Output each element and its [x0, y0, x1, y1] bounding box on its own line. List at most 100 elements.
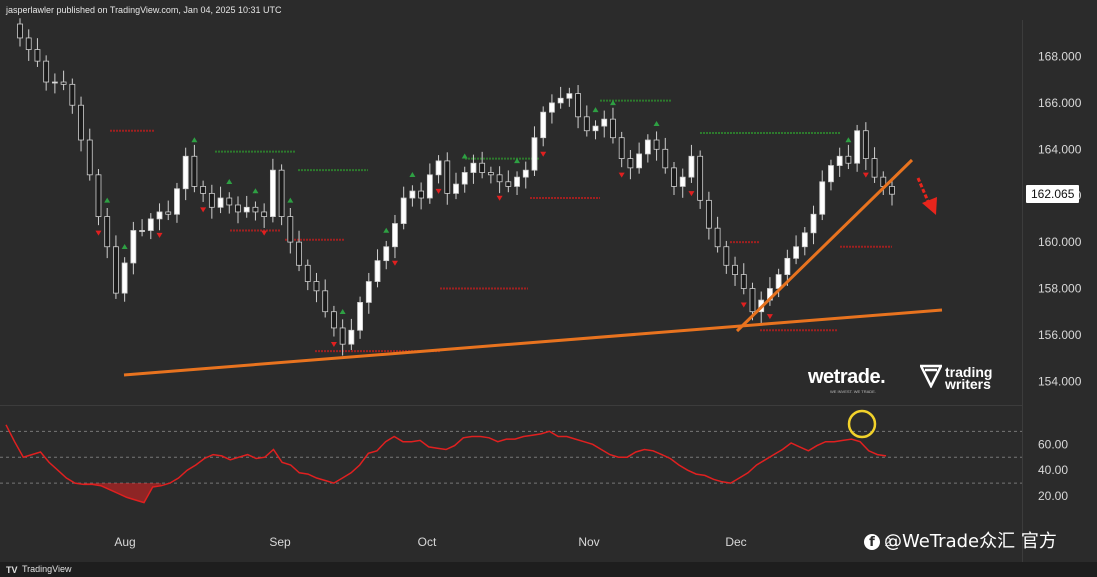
fractal-down-marker	[435, 188, 442, 194]
candle-up	[679, 176, 686, 187]
candle-down	[252, 206, 259, 213]
candle-down	[191, 155, 198, 187]
candle-down	[862, 130, 869, 159]
candle-down	[331, 311, 337, 329]
oscillator-tick-label: 60.00	[1038, 437, 1068, 451]
candle-down	[208, 192, 215, 208]
down-arrow-head	[922, 197, 937, 215]
fractal-up-marker	[339, 308, 346, 314]
oscillator-tick-label: 40.00	[1038, 463, 1068, 477]
trendline-short-term-support	[735, 158, 914, 333]
fractal-down-marker	[862, 172, 869, 178]
facebook-icon: f	[864, 534, 880, 550]
candle-up	[854, 130, 861, 164]
candle-down	[889, 186, 895, 195]
candle-down	[69, 83, 76, 106]
fractal-up-marker	[653, 121, 660, 127]
candle-down	[226, 197, 233, 206]
candle-down	[618, 137, 625, 159]
tradingview-logo-icon: TV	[6, 565, 18, 575]
wetrade-logo-tagline: WE INVEST. WE TRADE.	[830, 389, 876, 394]
candle-up	[374, 260, 381, 282]
price-tick-label: 166.000	[1038, 96, 1082, 110]
fractal-down-marker	[766, 314, 773, 320]
time-tick-label: Dec	[725, 535, 746, 549]
oscillator-oversold-fill	[83, 483, 162, 503]
candle-up	[357, 302, 363, 331]
candle-down	[60, 81, 67, 85]
candle-down	[671, 167, 677, 187]
fractal-down-marker	[391, 260, 398, 266]
candle-up	[566, 93, 573, 99]
fractal-down-marker	[95, 230, 102, 236]
candle-up	[793, 246, 799, 259]
candle-down	[104, 216, 111, 248]
candle-up	[549, 102, 555, 113]
candle-down	[575, 93, 581, 118]
trendline-rising-support	[123, 308, 943, 377]
price-tick-label: 160.000	[1038, 235, 1082, 249]
candle-up	[801, 232, 808, 248]
candle-up	[531, 137, 538, 171]
candle-down	[418, 190, 425, 199]
time-tick-label: Sep	[269, 535, 291, 549]
candle-up	[601, 118, 608, 127]
candle-down	[740, 274, 747, 289]
candle-down	[705, 199, 712, 229]
fractal-up-marker	[845, 137, 852, 143]
fractal-up-marker	[514, 158, 521, 164]
tradingwriters-logo-line1: trading	[945, 364, 993, 380]
candle-down	[583, 116, 590, 132]
candle-up	[522, 169, 529, 178]
candle-up	[243, 206, 250, 213]
candle-down	[200, 186, 207, 194]
candle-up	[836, 155, 843, 166]
fractal-up-marker	[609, 100, 616, 106]
fractal-down-marker	[540, 151, 547, 157]
candle-up	[182, 155, 189, 190]
candle-down	[86, 139, 93, 176]
tradingwriters-logo-line2: writers	[945, 376, 991, 392]
candle-up	[156, 211, 163, 220]
candle-down	[496, 174, 503, 183]
fractal-up-marker	[252, 188, 259, 194]
candle-up	[139, 230, 145, 232]
candle-up	[217, 197, 224, 208]
time-tick-label: Nov	[578, 535, 599, 549]
candle-up	[819, 181, 826, 215]
fractal-down-marker	[330, 341, 337, 347]
candle-down	[313, 281, 320, 292]
fractal-down-marker	[688, 191, 695, 197]
fractal-up-marker	[287, 197, 294, 203]
candle-up	[775, 274, 782, 289]
candle-down	[479, 162, 486, 173]
candle-down	[653, 139, 660, 150]
candle-up	[365, 281, 372, 303]
time-tick-label: Oct	[418, 535, 437, 549]
candle-down	[287, 216, 294, 243]
candle-down	[25, 37, 32, 50]
price-tick-label: 168.000	[1038, 50, 1082, 64]
candle-down	[78, 104, 84, 141]
time-tick-label: 2	[885, 535, 892, 549]
candle-up	[269, 169, 276, 217]
price-panel	[0, 20, 1022, 405]
candle-down	[845, 155, 852, 164]
candle-down	[444, 160, 451, 194]
wetrade-logo: wetrade.	[808, 366, 886, 388]
candle-down	[322, 290, 329, 313]
candle-down	[113, 246, 119, 294]
watermark: f @WeTrade众汇 官方	[864, 527, 1057, 553]
candle-up	[461, 172, 468, 185]
candle-up	[147, 218, 154, 231]
candle-up	[470, 162, 477, 173]
candle-down	[627, 158, 634, 169]
fractal-down-marker	[618, 172, 625, 178]
oscillator-tick-label: 20.00	[1038, 489, 1068, 503]
fractal-down-marker	[740, 302, 747, 308]
candle-up	[400, 197, 407, 224]
fractal-down-marker	[496, 195, 503, 201]
fractal-up-marker	[104, 197, 111, 203]
candle-down	[749, 288, 756, 313]
